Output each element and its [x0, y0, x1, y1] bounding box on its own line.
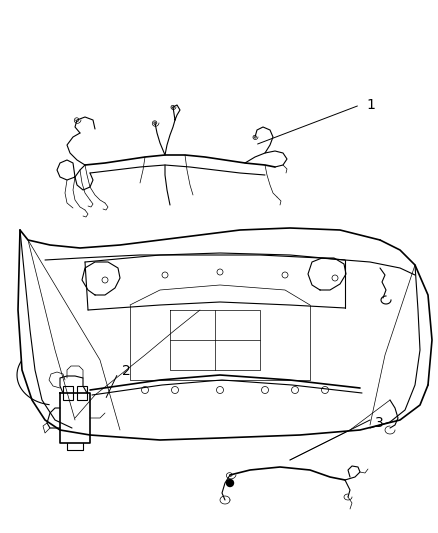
Bar — [63, 386, 73, 400]
Bar — [77, 386, 87, 400]
Circle shape — [226, 480, 233, 487]
Text: 2: 2 — [122, 364, 131, 378]
Text: 1: 1 — [365, 98, 374, 112]
Text: 3: 3 — [374, 416, 383, 430]
